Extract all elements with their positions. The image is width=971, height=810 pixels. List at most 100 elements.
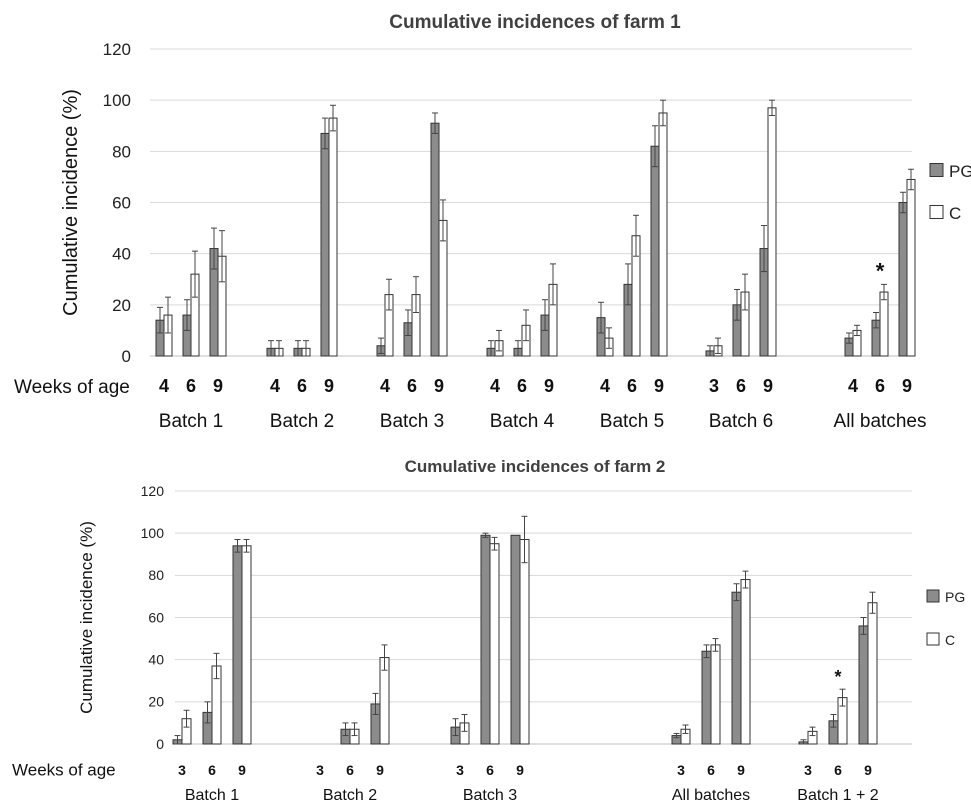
farm1-age-label: 6 — [736, 376, 746, 396]
farm2-age-label: 9 — [516, 762, 524, 778]
farm1-age-label: 6 — [186, 376, 196, 396]
farm2-age-label: 6 — [208, 762, 216, 778]
farm1-bar-pg — [650, 145, 660, 357]
farm2-age-label: 9 — [238, 762, 246, 778]
farm1-group-label: Batch 5 — [600, 411, 664, 432]
farm2-age-label: 3 — [456, 762, 464, 778]
farm2-age-label: 3 — [677, 762, 685, 778]
farm1-y-tick-label: 0 — [122, 347, 131, 366]
farm1-y-tick-label: 80 — [112, 142, 131, 161]
farm1-legend-swatch-0 — [929, 163, 944, 177]
farm2-legend-label-0: PG — [945, 589, 965, 605]
farm2-group-label: Batch 1 — [185, 787, 239, 804]
farm1-group-label: Batch 6 — [709, 411, 773, 432]
farm2-y-tick-label: 0 — [156, 736, 164, 752]
farm1-group-label: Batch 4 — [490, 411, 555, 432]
farm2-age-label: 6 — [834, 762, 842, 778]
farm2-age-label: 6 — [486, 762, 494, 778]
farm2-x-axis-label: Weeks of age — [12, 761, 116, 780]
farm1-age-label: 9 — [654, 376, 664, 396]
farm1-age-label: 6 — [297, 376, 307, 396]
farm2-group-label: All batches — [672, 787, 750, 804]
farm2-age-label: 3 — [178, 762, 186, 778]
farm1-bar-pg — [898, 202, 908, 357]
farm1-legend-label-1: C — [949, 204, 961, 223]
farm2-group-label: Batch 1 + 2 — [797, 787, 878, 804]
farm2-title: Cumulative incidences of farm 2 — [405, 457, 666, 476]
farm1-age-label: 4 — [270, 376, 280, 396]
farm2-group-label: Batch 2 — [323, 787, 377, 804]
farm2-legend-swatch-1 — [926, 632, 940, 646]
farm1-age-label: 4 — [490, 376, 500, 396]
farm1-y-axis-label: Cumulative incidence (%) — [60, 89, 82, 316]
farm1-y-tick-label: 40 — [112, 245, 131, 264]
farm1-chart: Cumulative incidences of farm 1 0 20 40 60 80… — [14, 12, 971, 432]
farm1-group-label: Batch 1 — [159, 411, 223, 432]
farm1-age-label: 4 — [848, 376, 858, 396]
farm2-y-tick-label: 20 — [148, 694, 164, 710]
farm1-bar-c — [767, 107, 777, 357]
farm2-y-tick-label: 120 — [141, 483, 165, 499]
farm2-age-label: 9 — [737, 762, 745, 778]
farm2-age-label: 6 — [707, 762, 715, 778]
farm1-age-label: 9 — [213, 376, 223, 396]
farm1-y-tick-label: 20 — [112, 296, 131, 315]
farm2-age-label: 9 — [864, 762, 872, 778]
farm1-bar-pg — [430, 122, 440, 357]
farm2-age-label: 6 — [346, 762, 354, 778]
farm1-group-label: Batch 2 — [270, 411, 334, 432]
farm1-x-axis-label: Weeks of age — [14, 377, 130, 398]
farm1-age-label: 9 — [544, 376, 554, 396]
farm1-age-label: 9 — [324, 376, 334, 396]
farm1-age-label: 6 — [517, 376, 527, 396]
farm1-age-label: 4 — [380, 376, 390, 396]
farm1-group-label: Batch 3 — [380, 411, 444, 432]
farm1-age-label: 9 — [902, 376, 912, 396]
farm2-y-tick-label: 100 — [141, 525, 165, 541]
farm1-age-label: 6 — [875, 376, 885, 396]
farm2-chart: Cumulative incidences of farm 2 0 20 40 60 80… — [12, 457, 965, 804]
farm2-bar-c — [489, 543, 500, 745]
farm2-legend-swatch-0 — [926, 589, 940, 603]
farm1-age-label: 6 — [627, 376, 637, 396]
farm1-y-tick-label: 100 — [103, 91, 131, 110]
farm1-age-label: 9 — [434, 376, 444, 396]
farm1-age-label: 6 — [407, 376, 417, 396]
farm1-bar-pg — [320, 132, 330, 357]
farm1-legend-label-0: PG — [949, 162, 971, 181]
farm2-y-tick-label: 40 — [148, 652, 164, 668]
farm1-age-label: 3 — [709, 376, 719, 396]
farm1-bar-c — [906, 178, 916, 357]
farm2-bar-pg — [480, 534, 491, 745]
farm2-significance-marker: * — [834, 667, 841, 687]
farm2-bar-c — [241, 545, 252, 745]
farm1-group-label: All batches — [834, 411, 927, 432]
farm1-age-label: 9 — [763, 376, 773, 396]
farm1-bar-c — [328, 117, 338, 357]
farm2-age-label: 3 — [804, 762, 812, 778]
farm1-y-tick-label: 60 — [112, 193, 131, 212]
farm2-bar-pg — [510, 534, 521, 745]
farm2-bar-c — [867, 602, 878, 745]
farm2-bar-c — [710, 644, 721, 745]
farm2-bar-pg — [731, 591, 742, 745]
farm2-y-tick-label: 80 — [148, 567, 164, 583]
farm2-age-label: 9 — [376, 762, 384, 778]
farm2-age-label: 3 — [316, 762, 324, 778]
farm2-bar-pg — [701, 650, 712, 745]
farm1-legend-swatch-1 — [929, 205, 944, 219]
farm1-significance-marker: * — [876, 258, 885, 283]
farm1-age-label: 4 — [600, 376, 610, 396]
farm1-bar-c — [658, 112, 668, 357]
farm2-legend-label-1: C — [945, 632, 955, 648]
farm2-bar-c — [519, 538, 530, 745]
farm1-bar-c — [879, 291, 889, 357]
farm1-age-label: 4 — [159, 376, 169, 396]
farm1-y-tick-label: 120 — [103, 40, 131, 59]
farm2-group-label: Batch 3 — [463, 787, 517, 804]
farm2-bar-c — [740, 579, 751, 745]
farm2-bar-pg — [232, 545, 243, 745]
farm1-title: Cumulative incidences of farm 1 — [389, 12, 681, 33]
